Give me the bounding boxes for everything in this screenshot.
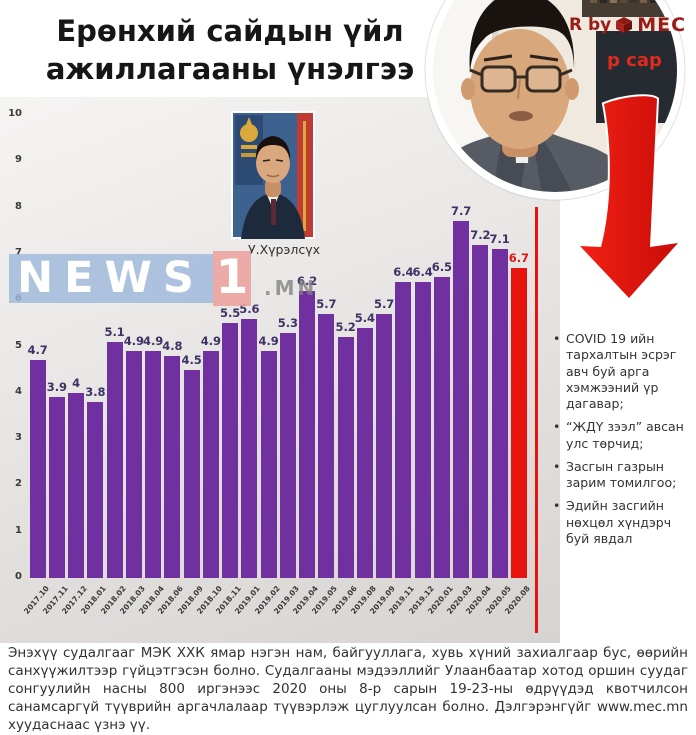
bar [337, 337, 354, 578]
bar-value-label: 3.8 [85, 385, 106, 400]
branding-partial-text: R by [569, 15, 612, 35]
y-tick-label: 0 [15, 571, 22, 582]
bar [48, 397, 65, 578]
pm-portrait-photo [231, 111, 315, 239]
bar [510, 267, 527, 578]
y-tick-label: 2 [15, 478, 22, 490]
branding-row: R by MEC [569, 14, 686, 36]
bar [395, 281, 412, 578]
bar-value-label: 4.7 [27, 343, 48, 358]
page-title: Ерөнхий сайдын үйл ажиллагааны үнэлгээ [45, 14, 415, 87]
bar [106, 341, 123, 578]
bar [356, 327, 373, 578]
bar-value-label: 6.4 [393, 264, 414, 279]
bar-value-label: 4.9 [123, 334, 145, 349]
bullet-item: COVID 19 ийн тархалтын эсрэг авч буй арг… [552, 331, 694, 412]
bar-value-label: 5.7 [316, 297, 337, 312]
bar [472, 244, 489, 578]
news1-watermark-one: 1 [213, 251, 251, 306]
bar [453, 221, 470, 578]
branding-subtitle: р сар [607, 50, 662, 71]
bar-value-label: 5.7 [373, 297, 395, 312]
highlight-column-line [535, 207, 538, 633]
bar [318, 314, 335, 578]
bar [491, 249, 508, 578]
bar [414, 281, 431, 578]
bar [376, 314, 393, 578]
bar-value-label: 4.9 [142, 334, 164, 349]
news1-watermark-news: NEWS [9, 254, 213, 303]
bar-value-label: 7.1 [489, 232, 510, 247]
bar-value-label: 5.4 [354, 310, 376, 325]
y-tick-label: 1 [15, 524, 22, 536]
bar-value-label: 7.7 [450, 204, 472, 219]
y-tick-label: 5 [15, 339, 22, 351]
bar-value-label: 5.2 [335, 320, 356, 335]
bar [299, 290, 316, 578]
branding-name: MEC [637, 14, 687, 36]
bar-value-label: 4.8 [162, 338, 183, 353]
bar-value-label: 5.5 [219, 306, 241, 321]
bar-value-label: 4.9 [200, 334, 222, 349]
bar [87, 402, 104, 578]
bullet-item: “ЖДҮ зээл” авсан улс төрчид; [552, 419, 694, 452]
bar-value-label: 6.2 [296, 273, 318, 288]
bar [202, 351, 219, 578]
bar [260, 351, 277, 578]
bar-value-label: 6.7 [508, 250, 530, 265]
reason-bullet-list: COVID 19 ийн тархалтын эсрэг авч буй арг… [552, 331, 694, 554]
bar-value-label: 4 [72, 375, 81, 390]
bar [222, 323, 239, 578]
bar-value-label: 7.2 [470, 227, 491, 242]
mec-logo-icon [616, 17, 633, 33]
y-tick-label: 7 [15, 246, 22, 258]
y-tick-label: 10 [8, 108, 22, 119]
y-tick-label: 4 [15, 385, 22, 397]
news1-watermark-domain: .MN [264, 276, 318, 300]
bar-value-label: 4.9 [258, 334, 279, 349]
y-tick-label: 9 [15, 154, 22, 166]
bar-value-label: 6.5 [431, 260, 453, 275]
bar [145, 351, 162, 578]
bar [183, 369, 200, 578]
bullet-item: Эдийн засгийн нөхцөл хүндэрч буй явдал [552, 498, 694, 547]
bar [241, 318, 258, 578]
y-tick-label: 3 [15, 432, 22, 444]
bar [125, 351, 142, 578]
bar-value-label: 5.1 [104, 324, 125, 339]
y-tick-label: 8 [15, 200, 22, 212]
down-arrow-icon [575, 94, 684, 301]
bar [164, 355, 181, 578]
bar [433, 277, 450, 578]
pm-photo-caption: У.Хүрэлсүх [247, 242, 320, 257]
bar-value-label: 5.3 [277, 315, 299, 330]
footer-note: Энэхүү судалгааг МЭК ХХК ямар нэгэн нам,… [8, 645, 688, 733]
bar-value-label: 4.5 [181, 352, 202, 367]
bar [279, 332, 296, 578]
bar-value-label: 6.4 [412, 264, 433, 279]
bar-value-label: 3.9 [46, 380, 68, 395]
bullet-item: Засгын газрын зарим томилгоо; [552, 459, 694, 492]
bar [68, 392, 85, 578]
bar [29, 360, 46, 578]
